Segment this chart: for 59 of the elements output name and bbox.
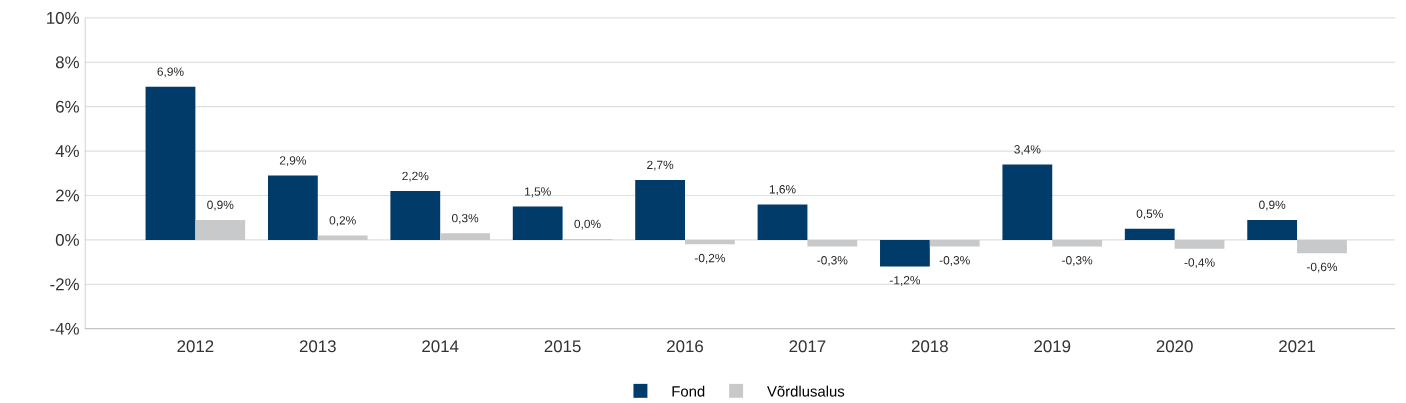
data-label: -0,2% xyxy=(694,253,726,264)
data-label: 0,9% xyxy=(207,200,234,211)
data-label: -0,3% xyxy=(817,255,848,266)
x-tick-label: 2012 xyxy=(177,340,214,353)
legend-label: Fond xyxy=(672,385,705,397)
bar xyxy=(390,190,441,240)
data-label: -0,3% xyxy=(1062,255,1093,266)
bar xyxy=(807,239,858,247)
data-label: 0,3% xyxy=(451,213,479,224)
y-tick-label: 2% xyxy=(56,189,79,202)
data-label: 1,5% xyxy=(525,187,551,197)
y-tick-label: 6% xyxy=(56,100,79,113)
data-label: -1,2% xyxy=(889,275,921,286)
x-tick-label: 2016 xyxy=(667,340,704,353)
data-label: 1,6% xyxy=(769,184,796,195)
x-tick-label: 2013 xyxy=(299,340,336,353)
data-label: -0,3% xyxy=(939,255,970,266)
bar xyxy=(635,179,686,240)
data-label: 6,9% xyxy=(157,67,184,78)
data-label: 3,4% xyxy=(1014,144,1041,155)
x-tick-label: 2017 xyxy=(789,340,826,353)
legend-label: Võrdlusalus xyxy=(767,385,845,397)
data-label: 0,9% xyxy=(1259,200,1286,211)
bar xyxy=(685,239,735,245)
y-tick-label: 0% xyxy=(55,233,79,246)
data-label: 2,2% xyxy=(402,171,429,182)
x-tick-label: 2014 xyxy=(422,340,459,353)
bar xyxy=(440,233,490,240)
bar xyxy=(880,239,930,267)
bar xyxy=(1247,219,1298,240)
bar xyxy=(267,175,318,240)
data-label: 0,0% xyxy=(574,219,601,230)
data-label: 0,2% xyxy=(329,215,356,226)
data-label: -0,6% xyxy=(1306,262,1338,273)
bar xyxy=(757,204,808,240)
bar xyxy=(512,206,563,240)
bar xyxy=(195,219,246,240)
x-tick-label: 2020 xyxy=(1156,340,1193,353)
y-tick-label: -4% xyxy=(50,322,79,335)
data-label: 0,5% xyxy=(1136,209,1163,220)
bar xyxy=(929,239,980,247)
data-label: -0,4% xyxy=(1184,258,1215,268)
data-label: 2,9% xyxy=(279,156,307,166)
x-tick-label: 2019 xyxy=(1034,340,1071,353)
bar xyxy=(1052,239,1103,247)
y-tick-label: 4% xyxy=(55,145,79,157)
bar xyxy=(1297,239,1347,254)
x-tick-label: 2018 xyxy=(911,340,948,353)
bar xyxy=(145,86,196,240)
data-label: 2,7% xyxy=(647,160,674,171)
bar xyxy=(1124,228,1175,240)
bar xyxy=(1174,239,1225,249)
x-tick-label: 2021 xyxy=(1279,340,1315,353)
y-tick-label: 10% xyxy=(47,11,79,24)
y-tick-label: 8% xyxy=(55,56,79,69)
y-tick-label: -2% xyxy=(50,278,79,291)
bar xyxy=(1002,164,1053,240)
x-tick-label: 2015 xyxy=(544,340,581,353)
bar xyxy=(317,235,368,240)
